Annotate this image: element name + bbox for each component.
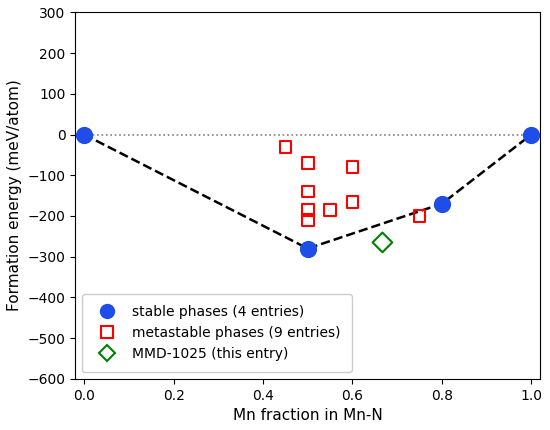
- Point: [527, 131, 536, 138]
- X-axis label: Mn fraction in Mn-N: Mn fraction in Mn-N: [233, 408, 383, 423]
- Point: [437, 200, 446, 207]
- Point: [326, 206, 334, 213]
- Point: [304, 160, 312, 166]
- Y-axis label: Formation energy (meV/atom): Formation energy (meV/atom): [7, 80, 22, 311]
- Legend: stable phases (4 entries), metastable phases (9 entries), MMD-1025 (this entry): stable phases (4 entries), metastable ph…: [82, 294, 352, 372]
- Point: [304, 188, 312, 195]
- Point: [348, 164, 357, 171]
- Point: [415, 212, 424, 219]
- Point: [304, 206, 312, 213]
- Point: [80, 131, 89, 138]
- Point: [304, 217, 312, 224]
- Point: [304, 245, 312, 252]
- Point: [378, 239, 387, 246]
- Point: [348, 198, 357, 205]
- Point: [281, 143, 290, 150]
